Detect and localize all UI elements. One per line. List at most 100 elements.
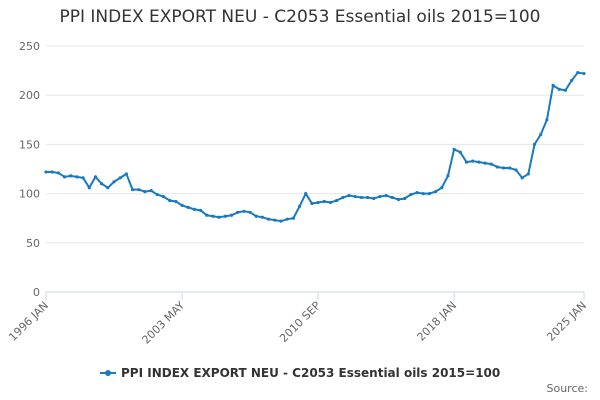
point (545, 118, 549, 122)
point (415, 191, 419, 195)
point (44, 170, 48, 174)
point (502, 166, 506, 170)
point (267, 217, 271, 221)
point (372, 196, 376, 201)
point (236, 210, 240, 214)
y-tick-label: 50 (26, 237, 40, 250)
point (335, 198, 339, 203)
point (168, 198, 172, 203)
point (471, 159, 475, 163)
point (421, 192, 425, 196)
y-tick-label: 150 (19, 138, 40, 151)
x-tick-label: 2025 JAN (544, 299, 589, 344)
point (570, 78, 574, 83)
point (100, 182, 104, 186)
point (557, 87, 561, 91)
point (526, 172, 530, 176)
chart-title: PPI INDEX EXPORT NEU - C2053 Essential o… (60, 7, 541, 27)
series-line (46, 71, 585, 223)
point (440, 186, 444, 190)
point (248, 210, 252, 214)
point (304, 192, 308, 196)
point (532, 142, 537, 146)
point (161, 194, 166, 199)
point (390, 195, 394, 200)
y-tick-label: 0 (33, 286, 40, 299)
point (551, 83, 555, 87)
point (273, 218, 277, 222)
point (328, 200, 333, 205)
point (211, 214, 215, 218)
point (508, 166, 512, 170)
point (582, 71, 586, 76)
point (242, 209, 246, 213)
point (50, 170, 54, 174)
x-tick-label: 2018 JAN (415, 299, 460, 344)
point (93, 175, 98, 179)
point (403, 196, 407, 201)
point (174, 199, 178, 204)
point (464, 160, 469, 164)
point (452, 147, 456, 151)
point (112, 180, 116, 184)
y-tick-label: 200 (19, 89, 40, 102)
point (106, 186, 110, 190)
point (483, 161, 487, 165)
x-tick-label: 2003 MAY (140, 299, 188, 347)
point (56, 171, 60, 175)
point (353, 194, 357, 199)
point (180, 203, 184, 208)
point (322, 199, 326, 204)
point (316, 200, 320, 205)
legend-marker (105, 370, 111, 376)
point (143, 190, 147, 194)
legend-label: PPI INDEX EXPORT NEU - C2053 Essential o… (121, 366, 500, 380)
source: Source: (547, 382, 589, 395)
point (477, 160, 481, 164)
point (279, 219, 283, 223)
point (396, 197, 401, 202)
point (260, 215, 265, 219)
point (384, 193, 388, 198)
point (62, 175, 67, 179)
point (489, 162, 493, 166)
point (124, 172, 128, 176)
point (198, 208, 203, 212)
point (427, 192, 432, 196)
point (87, 186, 91, 190)
x-tick-label: 1996 JAN (6, 299, 51, 344)
point (186, 205, 190, 209)
point (458, 150, 462, 154)
point (149, 189, 153, 193)
point (359, 195, 363, 200)
y-tick-label: 100 (19, 188, 40, 201)
point (254, 214, 258, 218)
point (433, 190, 438, 194)
point (539, 132, 543, 137)
point (217, 215, 221, 219)
point (223, 214, 227, 218)
point (310, 201, 314, 206)
point (563, 88, 568, 92)
y-tick-label: 250 (19, 40, 40, 53)
point (365, 195, 370, 200)
point (378, 194, 382, 199)
point (285, 217, 289, 221)
point (520, 176, 524, 180)
point (192, 207, 197, 211)
point (446, 174, 450, 178)
point (297, 204, 302, 208)
point (347, 193, 351, 198)
point (205, 213, 209, 217)
point (118, 176, 122, 180)
point (514, 168, 518, 172)
point (409, 192, 413, 197)
point (495, 165, 500, 169)
point (229, 213, 234, 217)
point (137, 188, 141, 192)
point (130, 188, 135, 192)
x-tick-label: 2010 SEP (277, 299, 323, 345)
point (81, 176, 85, 180)
point (69, 174, 73, 178)
